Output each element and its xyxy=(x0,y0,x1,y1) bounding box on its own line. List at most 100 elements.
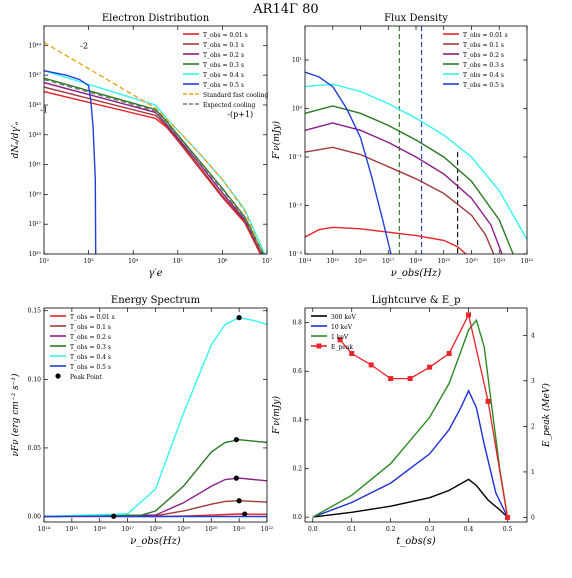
legend-entry: T_obs = 0.1 s xyxy=(443,42,504,49)
legend-entry: T_obs = 0.2 s xyxy=(183,52,244,59)
legend: T_obs = 0.01 s T_obs = 0.1 s T_obs = 0.2 s… xyxy=(183,32,268,109)
series-line xyxy=(312,318,509,518)
legend-entry: T_obs = 0.01 s xyxy=(50,314,115,321)
y-tick-label: 10⁴⁷ xyxy=(29,72,42,79)
series-line xyxy=(44,81,264,254)
x-tick-label: 10²⁰ xyxy=(465,258,478,265)
legend-label: T_obs = 0.5 s xyxy=(463,82,504,89)
slope-annotation: -1 xyxy=(40,105,48,114)
legend-entry: T_obs = 0.2 s xyxy=(50,334,111,341)
axes-frame xyxy=(304,307,528,523)
y-tick-label: 0.05 xyxy=(28,445,42,452)
y-tick-label: 10⁴³ xyxy=(29,132,42,139)
x-tick-label: 0.2 xyxy=(386,526,396,533)
x-tick-label: 10¹⁴ xyxy=(38,526,51,533)
epeak-marker xyxy=(427,364,433,370)
panel-title: Energy Spectrum xyxy=(111,295,201,306)
legend-entry: E_peak xyxy=(311,343,353,351)
y-tick-label: 10³⁹ xyxy=(29,191,42,198)
legend-entry: T_obs = 0.1 s xyxy=(50,324,111,331)
series-line xyxy=(44,86,263,254)
y-axis-label-right: E_peak (MeV) xyxy=(541,383,552,448)
legend-label: T_obs = 0.2 s xyxy=(203,52,244,59)
series-line xyxy=(305,83,527,240)
x-tick-label: 10²² xyxy=(261,526,274,533)
legend-entry: T_obs = 0.1 s xyxy=(183,42,244,49)
series-line xyxy=(44,438,267,518)
y-tick-label: 0.0 xyxy=(292,514,302,521)
epeak-marker xyxy=(505,514,511,520)
y-tick-label: 0.10 xyxy=(28,376,42,383)
x-tick-label: 0.4 xyxy=(464,526,474,533)
legend-entry: T_obs = 0.4 s xyxy=(443,72,504,79)
series-line xyxy=(312,478,508,518)
x-axis-label: ν_obs(Hz) xyxy=(391,268,442,279)
x-tick-label: 10³ xyxy=(84,258,95,265)
legend-entry: Standard fast cooling xyxy=(183,92,268,99)
x-tick-label: 10¹⁵ xyxy=(66,526,79,533)
x-tick-label: 10² xyxy=(39,258,50,265)
legend: T_obs = 0.01 s T_obs = 0.1 s T_obs = 0.2 s… xyxy=(50,314,115,381)
y-tick-label: 0.2 xyxy=(292,466,302,473)
y-tick-label: 10⁴⁹ xyxy=(29,42,42,49)
y-axis-label: νFν (erg cm⁻² s⁻¹) xyxy=(10,373,21,457)
legend-label: T_obs = 0.01 s xyxy=(463,32,508,39)
panel-title: Flux Density xyxy=(384,13,448,24)
legend-entry: 10 keV xyxy=(311,324,353,331)
y-tick-label: 0.15 xyxy=(28,308,42,315)
panel-title: Lightcurve & E_p xyxy=(371,295,460,306)
y-tick-label-right: 4 xyxy=(531,332,535,339)
x-tick-label: 10⁴ xyxy=(128,258,139,265)
x-tick-label: 10²¹ xyxy=(493,258,505,265)
legend-entry: Expected cooling xyxy=(183,102,256,109)
legend-entry: Peak Point xyxy=(55,373,103,381)
legend-label: T_obs = 0.1 s xyxy=(203,42,244,49)
epeak-marker xyxy=(485,398,491,404)
legend: T_obs = 0.01 s T_obs = 0.1 s T_obs = 0.2 s… xyxy=(443,32,508,89)
legend-entry: T_obs = 0.5 s xyxy=(183,82,244,89)
slope-annotation: -2 xyxy=(80,41,88,50)
series-line xyxy=(44,90,261,254)
legend-label: Peak Point xyxy=(70,374,103,381)
y-tick-label: 10⁴¹ xyxy=(29,162,41,169)
x-tick-label: 10¹⁶ xyxy=(354,258,367,265)
legend-label: T_obs = 0.1 s xyxy=(463,42,504,49)
series-line xyxy=(44,77,265,254)
legend-label: T_obs = 0.5 s xyxy=(203,82,244,89)
series-line xyxy=(305,71,392,254)
x-tick-label: 0.3 xyxy=(425,526,435,533)
series-line xyxy=(312,389,509,518)
y-tick-label-right: 2 xyxy=(531,423,535,430)
x-tick-label: 10¹⁴ xyxy=(299,258,312,265)
y-tick-label: 10¹ xyxy=(292,57,302,64)
y-tick-label-right: 0 xyxy=(531,514,535,521)
y-tick-label: 0.4 xyxy=(292,417,302,424)
peak-point xyxy=(236,315,242,321)
x-tick-label: 10²¹ xyxy=(233,526,245,533)
epeak-marker xyxy=(407,376,413,382)
series-line xyxy=(44,78,264,254)
plot-area xyxy=(312,312,511,520)
y-tick-label: 10⁰ xyxy=(292,105,303,112)
legend-label: T_obs = 0.4 s xyxy=(203,72,244,79)
legend-entry: T_obs = 0.2 s xyxy=(443,52,504,59)
legend-label: T_obs = 0.3 s xyxy=(70,344,111,351)
x-tick-label: 10¹⁹ xyxy=(438,258,451,265)
peak-point xyxy=(111,513,117,519)
epeak-marker xyxy=(337,337,343,343)
legend-label: T_obs = 0.01 s xyxy=(70,314,115,321)
legend-marker xyxy=(316,343,322,349)
epeak-marker xyxy=(466,312,472,318)
legend-entry: T_obs = 0.4 s xyxy=(183,72,244,79)
x-tick-label: 0.5 xyxy=(503,526,513,533)
panel-title: Electron Distribution xyxy=(102,13,210,24)
legend-entry: T_obs = 0.3 s xyxy=(183,62,244,69)
epeak-marker xyxy=(388,376,394,382)
y-tick-label: 10³⁵ xyxy=(29,251,42,258)
epeak-marker xyxy=(349,351,355,357)
series-line xyxy=(305,226,467,254)
y-tick-label: 10³⁷ xyxy=(29,221,42,228)
series-line xyxy=(305,146,495,254)
legend-label: 1 keV xyxy=(331,334,349,341)
x-axis-label: ν_obs(Hz) xyxy=(130,536,181,547)
